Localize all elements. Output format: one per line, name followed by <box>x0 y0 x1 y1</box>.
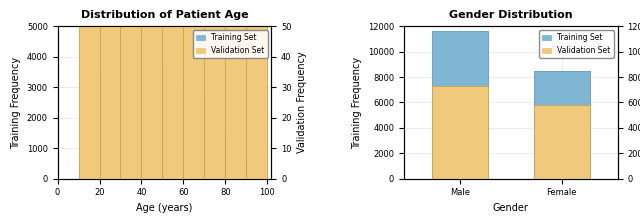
Bar <box>141 63 163 179</box>
Y-axis label: Training Frequency: Training Frequency <box>11 56 21 148</box>
Bar <box>534 105 589 179</box>
Bar <box>246 0 267 179</box>
Bar <box>163 0 183 179</box>
Bar <box>246 176 267 179</box>
Y-axis label: Validation Frequency: Validation Frequency <box>297 52 307 153</box>
Bar <box>99 0 120 179</box>
Bar <box>534 71 589 179</box>
Legend: Training Set, Validation Set: Training Set, Validation Set <box>193 30 268 58</box>
Bar <box>225 161 246 179</box>
Bar <box>120 38 141 179</box>
Bar <box>204 0 225 179</box>
Bar <box>141 0 163 179</box>
Bar <box>183 0 204 179</box>
Bar <box>79 165 99 179</box>
Bar <box>120 0 141 179</box>
Y-axis label: Training Frequency: Training Frequency <box>353 56 362 148</box>
Bar <box>432 86 488 179</box>
Bar <box>79 0 99 179</box>
Bar <box>225 0 246 179</box>
Bar <box>183 99 204 179</box>
Title: Distribution of Patient Age: Distribution of Patient Age <box>81 10 248 20</box>
Bar <box>99 76 120 179</box>
Bar <box>432 31 488 179</box>
Title: Gender Distribution: Gender Distribution <box>449 10 573 20</box>
Legend: Training Set, Validation Set: Training Set, Validation Set <box>539 30 614 58</box>
X-axis label: Gender: Gender <box>493 203 529 213</box>
X-axis label: Age (years): Age (years) <box>136 203 193 213</box>
Bar <box>204 131 225 179</box>
Bar <box>163 86 183 179</box>
